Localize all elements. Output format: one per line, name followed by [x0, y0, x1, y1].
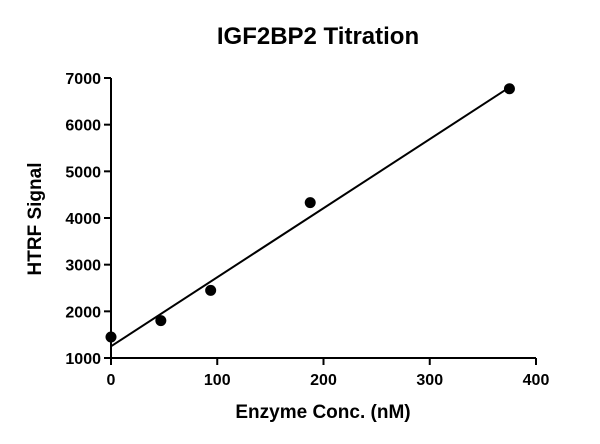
fit-line-group: [110, 86, 510, 348]
data-point: [304, 197, 316, 209]
x-tick-label: 100: [204, 372, 231, 389]
y-axis-label: HTRF Signal: [25, 163, 46, 276]
data-point: [105, 331, 117, 343]
y-tick-label: 5000: [65, 164, 101, 181]
x-tick-label: 400: [523, 372, 550, 389]
y-tick-label: 1000: [65, 351, 101, 368]
x-tick-label: 0: [107, 372, 116, 389]
y-tick-label: 4000: [65, 211, 101, 228]
y-tick-label: 6000: [65, 118, 101, 135]
x-tick-label: 300: [416, 372, 443, 389]
x-tick-label: 200: [310, 372, 337, 389]
axes: 1000 2000 3000 4000 5000 6000 7000 0 100 200 300 40…: [65, 71, 549, 389]
data-point: [503, 83, 515, 95]
fit-line: [110, 86, 510, 348]
x-axis-label: Enzyme Conc. (nM): [235, 402, 410, 423]
chart-title: IGF2BP2 Titration: [217, 23, 419, 50]
y-tick-label: 7000: [65, 71, 101, 88]
y-tick-label: 3000: [65, 258, 101, 275]
y-tick-label: 2000: [65, 304, 101, 321]
data-point: [205, 284, 217, 296]
data-points: [105, 83, 515, 343]
data-point: [155, 315, 167, 327]
